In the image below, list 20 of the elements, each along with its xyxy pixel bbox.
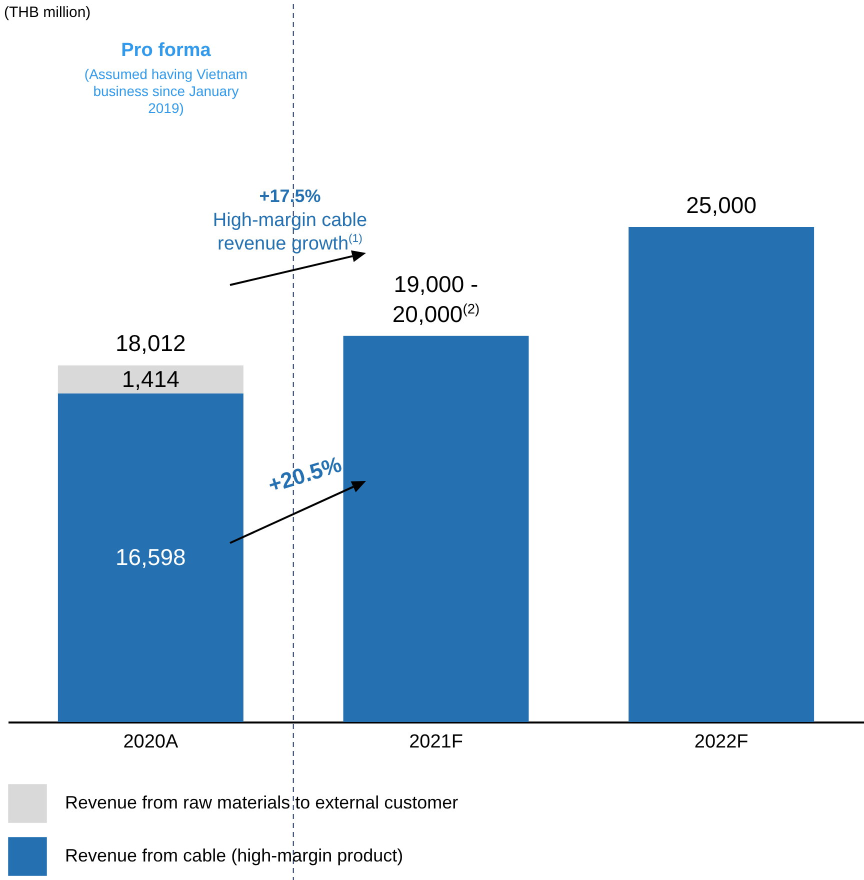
- text: Pro forma: [120, 40, 212, 62]
- total-label: 18,012: [114, 330, 187, 358]
- annotation: High-margin cable revenue growth$^{(1)}$: [212, 210, 368, 256]
- legend-label: Revenue from raw materials to external customer: [65, 792, 458, 812]
- data-label: 25,000: [685, 191, 758, 220]
- data-label: 1,414: [120, 366, 180, 393]
- annotation: 19,000 - 20,000$^{(2)}$: [391, 270, 481, 329]
- text: (THB million): [4, 4, 92, 21]
- annotation: +20.5%: [264, 450, 346, 500]
- bar: [628, 227, 814, 722]
- text: (Assumed having Vietnam business since January 2019): [83, 66, 249, 116]
- bar: [58, 365, 244, 394]
- x-tick-label: 2021F: [409, 732, 463, 752]
- legend-label: Revenue from cable (high-margin product): [65, 846, 404, 866]
- data-label: 16,598: [114, 544, 187, 572]
- x-tick-label: 2020A: [123, 732, 178, 752]
- x-tick-label: 2022F: [694, 732, 748, 752]
- bar: [58, 393, 244, 722]
- bar: [343, 336, 529, 722]
- text: +17.5%: [258, 186, 322, 207]
